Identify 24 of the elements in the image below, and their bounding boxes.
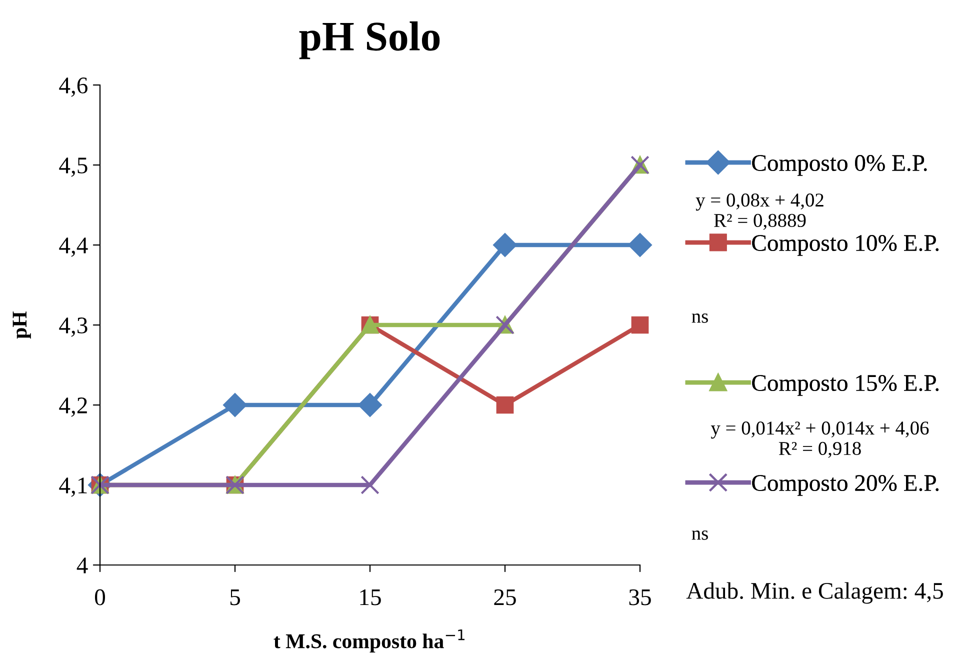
- text: ns: [692, 314, 708, 323]
- legend-label: Composto 20% E.P.: [752, 475, 939, 496]
- text: y = 0,014x² + 0,014x + 4,06 R² = 0,918: [710, 422, 929, 458]
- x-tick-label: 15: [360, 589, 381, 606]
- y-axis-title: pH: [12, 311, 31, 339]
- x-tick-label: 5: [230, 590, 240, 606]
- y-tick-label: 4,3: [59, 318, 88, 337]
- y-tick-label: 4,5: [59, 158, 88, 177]
- legend-label: Composto 15% E.P.: [752, 375, 939, 396]
- y-tick-label: 4,2: [59, 398, 87, 417]
- text: y = 0,08x + 4,02 R² = 0,8889: [696, 194, 824, 230]
- y-tick-label: 4,6: [59, 78, 88, 97]
- x-axis-title: t M.S. composto ha$^{−1}$: [274, 629, 465, 653]
- chart-title: pH Solo: [299, 21, 440, 60]
- legend-label: Composto 0% E.P.: [752, 155, 927, 176]
- x-tick-label: 35: [629, 589, 651, 606]
- text: Adub. Min. e Calagem: 4,5: [686, 582, 943, 604]
- text: ns: [692, 530, 708, 540]
- y-tick-label: 4,4: [59, 238, 88, 257]
- x-tick-label: 25: [494, 589, 516, 606]
- y-tick-label: 4,1: [59, 478, 87, 497]
- legend-label: Composto 10% E.P.: [752, 235, 939, 256]
- y-tick-label: 4: [76, 558, 88, 574]
- x-tick-label: 0: [94, 589, 106, 606]
